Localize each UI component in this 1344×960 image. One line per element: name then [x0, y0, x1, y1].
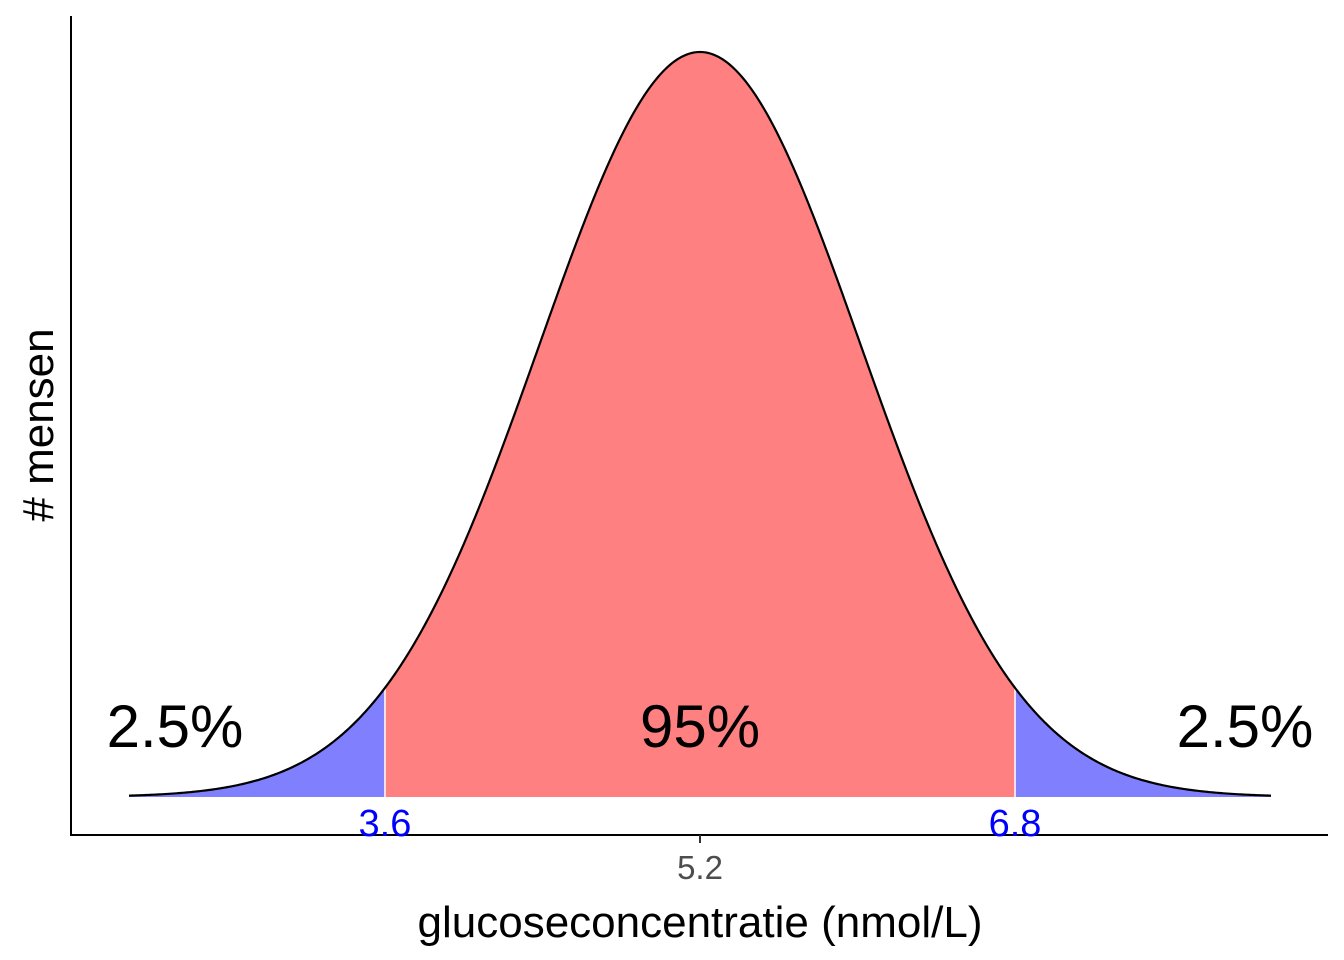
- x-tick-label: 5.2: [677, 849, 723, 886]
- region-percent-labels: 2.5% 95% 2.5%: [107, 693, 1314, 760]
- y-axis-label: # mensen: [14, 328, 63, 521]
- cutoff-label: 3.6: [359, 803, 412, 845]
- region-middle: [384, 52, 1016, 797]
- cutoff-dividers: [384, 687, 1016, 797]
- x-ticks: 5.2: [677, 835, 723, 886]
- cutoff-label: 6.8: [989, 803, 1042, 845]
- shaded-regions: [129, 52, 1271, 797]
- region-lower-tail: [129, 687, 385, 797]
- region-label-lower-tail: 2.5%: [107, 693, 244, 760]
- region-upper-tail: [1015, 687, 1271, 797]
- region-label-upper-tail: 2.5%: [1177, 693, 1314, 760]
- density-curve: [128, 50, 1272, 797]
- cutoff-labels: 3.6 6.8: [359, 803, 1042, 845]
- region-label-middle: 95%: [640, 693, 760, 760]
- x-axis-label: glucoseconcentratie (nmol/L): [418, 898, 983, 947]
